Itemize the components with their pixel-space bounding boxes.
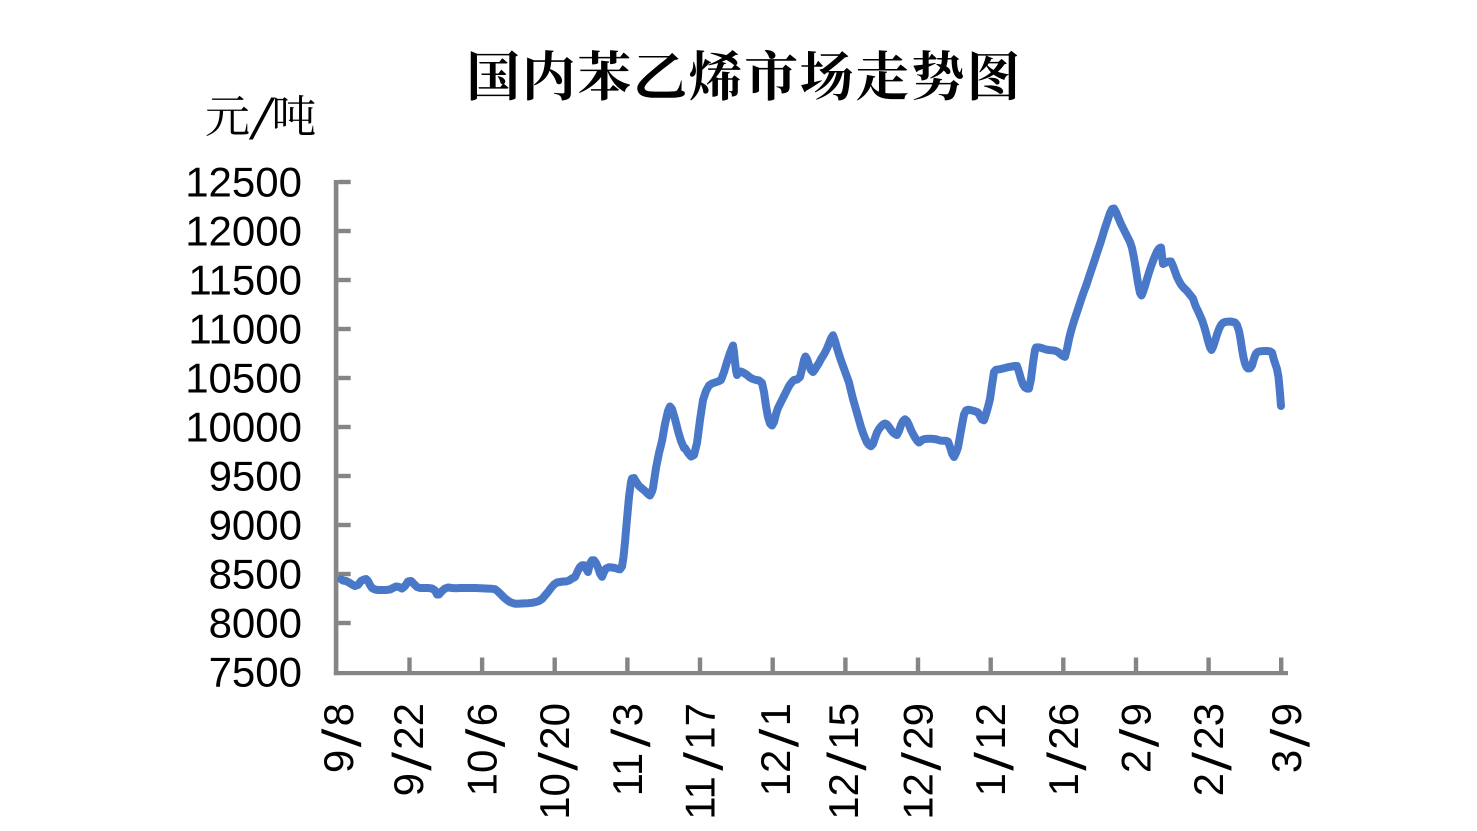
svg-text:11000: 11000: [188, 306, 302, 353]
svg-text:26: 26: [1040, 703, 1087, 750]
svg-text:15: 15: [820, 703, 867, 750]
svg-text:10: 10: [531, 773, 578, 820]
svg-text:9: 9: [1112, 703, 1159, 726]
svg-text:22: 22: [385, 703, 432, 750]
svg-text:10000: 10000: [185, 404, 302, 451]
svg-text:1: 1: [967, 773, 1014, 796]
svg-text:3: 3: [1263, 750, 1310, 773]
svg-text:23: 23: [1185, 703, 1232, 750]
svg-text:12500: 12500: [185, 159, 302, 206]
svg-text:17: 17: [677, 703, 724, 750]
svg-text:12: 12: [967, 703, 1014, 750]
svg-text:8: 8: [315, 703, 362, 726]
svg-text:12000: 12000: [185, 208, 302, 255]
svg-text:1: 1: [752, 703, 799, 726]
svg-text:3: 3: [604, 703, 651, 726]
svg-text:12: 12: [894, 773, 941, 820]
svg-text:20: 20: [531, 703, 578, 750]
svg-text:7500: 7500: [209, 649, 302, 696]
svg-text:1: 1: [1040, 773, 1087, 796]
svg-text:9: 9: [1263, 703, 1310, 726]
svg-text:9: 9: [385, 773, 432, 796]
svg-text:6: 6: [459, 703, 506, 726]
svg-text:12: 12: [820, 773, 867, 820]
svg-text:29: 29: [894, 703, 941, 750]
svg-text:12: 12: [752, 750, 799, 797]
svg-text:9500: 9500: [209, 453, 302, 500]
svg-text:10500: 10500: [185, 355, 302, 402]
svg-text:11500: 11500: [188, 257, 302, 304]
svg-text:8000: 8000: [209, 600, 302, 647]
svg-text:2: 2: [1112, 750, 1159, 773]
svg-text:9000: 9000: [209, 502, 302, 549]
svg-text:9: 9: [315, 750, 362, 773]
svg-text:10: 10: [459, 750, 506, 797]
svg-text:11: 11: [677, 776, 724, 820]
svg-text:2: 2: [1185, 773, 1232, 796]
svg-text:8500: 8500: [209, 551, 302, 598]
svg-text:11: 11: [604, 753, 651, 797]
